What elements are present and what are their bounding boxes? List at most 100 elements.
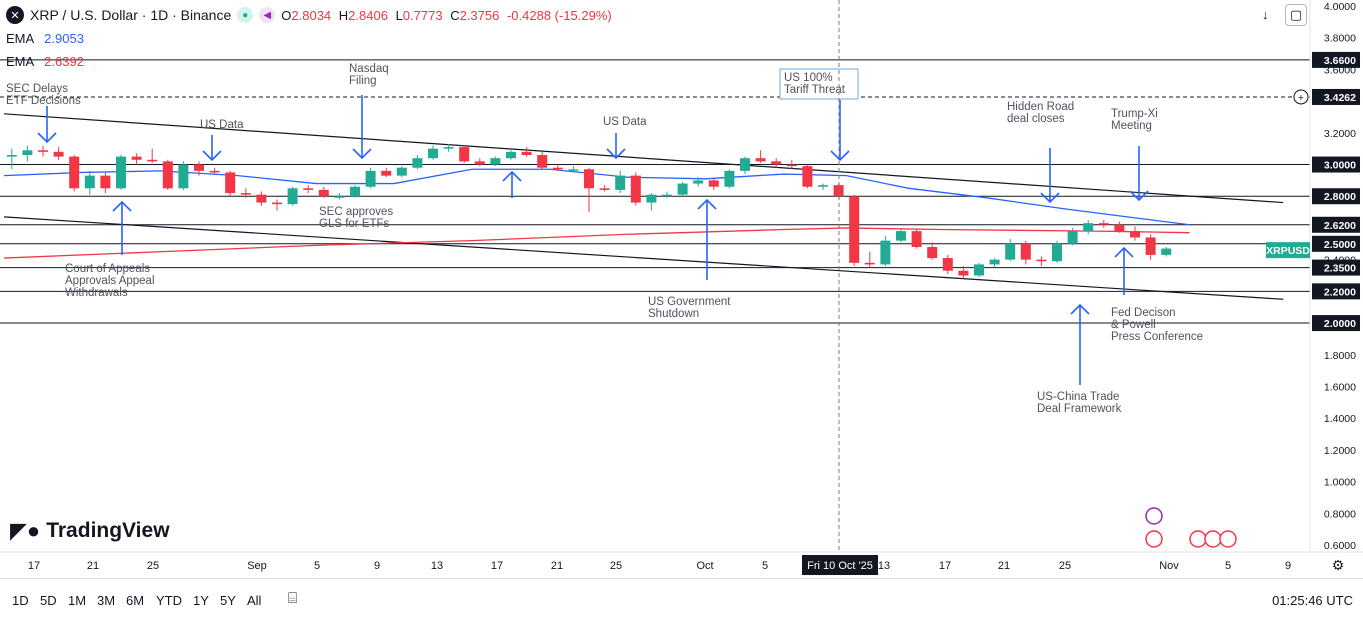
annotation-line: GLS for ETFs — [319, 218, 390, 230]
low-value: 0.7773 — [402, 7, 443, 23]
candle-body — [864, 262, 875, 265]
candle-body — [412, 158, 423, 168]
arrow-head — [112, 200, 132, 212]
tradingview-logo[interactable]: ◤● TradingView — [10, 518, 170, 544]
time-tick-label: 9 — [374, 560, 380, 572]
annotation-box — [779, 68, 859, 100]
market-status-icon[interactable]: ● — [237, 7, 254, 23]
candle-body — [521, 151, 532, 156]
candle-body — [630, 175, 641, 203]
candle-body — [318, 189, 329, 197]
price-level-label: 2.2000 — [1324, 286, 1356, 298]
candle-body — [178, 164, 189, 189]
annotation-label: SEC approves GLS for ETFs — [319, 206, 393, 230]
crosshair-date-tag — [802, 555, 878, 575]
trendline — [3, 216, 1284, 300]
ema-label: EMA — [6, 31, 35, 46]
economic-event-icon — [1189, 530, 1207, 548]
candle-body — [147, 159, 158, 162]
arrow-head — [830, 150, 850, 162]
annotation-line: deal closes — [1007, 113, 1065, 125]
time-axis[interactable]: 17 21 25 Sep 5 9 13 17 21 25 Oct 5 13 17 21 25 Nov 5 9 Fri … — [0, 507, 1363, 575]
candle-body — [1130, 231, 1140, 238]
range-all-button[interactable]: All — [247, 593, 262, 608]
range-3m-button[interactable]: 3M — [97, 593, 116, 608]
candle-body — [552, 167, 563, 170]
bottom-toolbar: 1D 5D 1M 3M 6M YTD 1Y 5Y All ⌸ 01:25:46 … — [0, 578, 1363, 622]
price-tick-label: 1.0000 — [1324, 477, 1356, 489]
annotation-line: US-China Trade — [1037, 391, 1119, 403]
annotation-line: US Data — [603, 116, 647, 128]
annotation-label: SEC Delays ETF Decisions — [6, 83, 81, 107]
arrow-head — [352, 148, 372, 160]
time-tick-label: Oct — [696, 560, 713, 572]
time-tick-label: 17 — [939, 560, 951, 572]
candle-body — [459, 147, 470, 162]
candle-body — [287, 188, 298, 205]
close-value: 2.3756 — [459, 7, 500, 23]
annotation-line: Nasdaq — [349, 63, 389, 75]
price-level-label: 3.6600 — [1324, 55, 1356, 67]
candle-body — [989, 259, 1000, 265]
price-level-tag — [1312, 235, 1360, 252]
logo-text: TradingView — [46, 519, 170, 542]
annotation-label: US Data — [200, 119, 244, 131]
range-1y-button[interactable]: 1Y — [193, 593, 209, 608]
annotation-line: Tariff Threat — [784, 84, 846, 96]
candle-body — [724, 170, 735, 187]
candle-body — [568, 169, 579, 171]
price-level-tag — [1312, 156, 1360, 173]
trendline — [3, 113, 1284, 204]
annotation-label: US Government Shutdown — [648, 296, 731, 320]
range-ytd-button[interactable]: YTD — [156, 593, 182, 608]
range-5d-button[interactable]: 5D — [40, 593, 57, 608]
ema-red-line — [3, 227, 1190, 259]
annotation-line: ETF Decisions — [6, 95, 81, 107]
candle-body — [693, 180, 704, 184]
annotation-label: Trump-Xi Meeting — [1111, 108, 1158, 132]
candle-body — [599, 188, 610, 190]
price-chart[interactable]: SEC Delays ETF Decisions Court of Appeals A… — [0, 0, 1363, 578]
price-level-tag — [1312, 216, 1360, 233]
candle-body — [225, 172, 236, 194]
candle-body — [802, 166, 813, 187]
candle-body — [755, 158, 766, 162]
annotation-label: Nasdaq Filing — [349, 63, 389, 87]
range-1d-button[interactable]: 1D — [12, 593, 29, 608]
annotation-line: Court of Appeals — [65, 263, 150, 275]
candle-body — [1005, 243, 1016, 260]
candle-body — [911, 231, 922, 247]
tradingview-mark-icon: ◤● — [10, 518, 41, 543]
arrow-head — [1129, 190, 1149, 202]
candle-body — [818, 185, 828, 187]
date-range-icon[interactable]: ⌸ — [288, 590, 298, 607]
range-5y-button[interactable]: 5Y — [220, 593, 236, 608]
open-label: O — [281, 7, 292, 23]
range-1m-button[interactable]: 1M — [68, 593, 87, 608]
candle-body — [1036, 259, 1047, 262]
candle-body — [131, 156, 142, 160]
arrow-down-icon[interactable]: ↓ — [1262, 7, 1269, 22]
time-tick-label: 17 — [491, 560, 503, 572]
high-label: H — [338, 7, 349, 23]
ema-legend-1[interactable]: EMA 2.9053 — [6, 31, 84, 46]
candle-body — [443, 147, 454, 149]
utc-clock[interactable]: 01:25:46 UTC — [1272, 593, 1353, 608]
crosshair-date-label: Fri 10 Oct '25 — [807, 560, 873, 572]
range-6m-button[interactable]: 6M — [126, 593, 145, 608]
price-tick-label: 1.6000 — [1324, 381, 1356, 393]
price-level-label: 2.6200 — [1324, 220, 1356, 232]
candle-body — [350, 186, 360, 197]
candle-body — [116, 156, 126, 189]
price-axis[interactable]: 4.00003.80003.60003.40003.20003.00002.80… — [1266, 0, 1360, 552]
ema-legend-2[interactable]: EMA 2.6392 — [6, 54, 84, 69]
share-icon[interactable]: ◀ — [259, 7, 276, 23]
annotation-line: Withdrawals — [65, 287, 128, 299]
symbol-title[interactable]: XRP / U.S. Dollar · 1D · Binance — [30, 7, 232, 23]
ema-value: 2.9053 — [44, 31, 84, 46]
arrow-head — [697, 198, 717, 210]
annotation-line: US Government — [648, 296, 731, 308]
fullscreen-icon[interactable]: ▢ — [1285, 4, 1307, 26]
annotation-line: Press Conference — [1111, 331, 1203, 343]
candle-body — [1052, 243, 1062, 262]
